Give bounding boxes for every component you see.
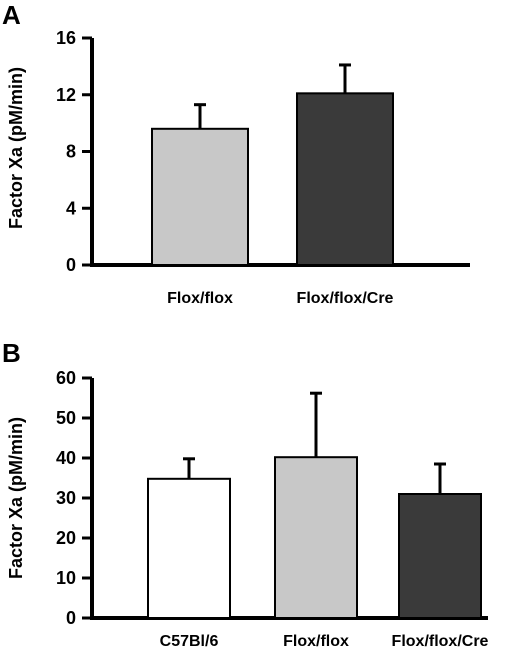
panel-a: A Factor Xa (pM/min) 0 4 8 12 16 Flox/flox Flo… xyxy=(2,0,470,307)
panel-b-y-axis-label: Factor Xa (pM/min) xyxy=(6,417,26,579)
panel-a-y-tick-label: 16 xyxy=(56,28,76,48)
panel-b-y-tick-label: 10 xyxy=(56,568,76,588)
panel-b-category-label: Flox/flox/Cre xyxy=(392,633,489,650)
panel-b-label: B xyxy=(2,338,21,368)
panel-b-bar xyxy=(398,493,482,619)
panel-b-bar xyxy=(147,477,231,619)
panel-b-y-tick-label: 60 xyxy=(56,368,76,388)
panel-b: B Factor Xa (pM/min) 0 10 20 30 40 50 60 C57Bl/… xyxy=(2,338,489,650)
panel-b-y-tick-label: 20 xyxy=(56,528,76,548)
panel-a-y-tick-label: 12 xyxy=(56,85,76,105)
panel-a-bar xyxy=(296,92,394,266)
panel-a-category-label: Flox/flox xyxy=(167,290,233,307)
panel-b-bar xyxy=(274,456,358,620)
panel-a-y-tick-label: 8 xyxy=(66,142,76,162)
panel-b-category-label: Flox/flox xyxy=(283,633,349,650)
panel-a-label: A xyxy=(2,0,21,30)
panel-a-y-tick-label: 4 xyxy=(66,198,76,218)
panel-b-category-label: C57Bl/6 xyxy=(160,633,219,650)
panel-b-y-tick-label: 40 xyxy=(56,448,76,468)
panel-b-y-tick-label: 50 xyxy=(56,408,76,428)
panel-a-y-tick-label: 0 xyxy=(66,255,76,275)
panel-b-y-tick-label: 30 xyxy=(56,488,76,508)
panel-a-bar xyxy=(151,127,249,266)
panel-a-category-label: Flox/flox/Cre xyxy=(297,290,394,307)
panel-a-y-axis-label: Factor Xa (pM/min) xyxy=(6,67,26,229)
panel-b-y-tick-label: 0 xyxy=(66,608,76,628)
